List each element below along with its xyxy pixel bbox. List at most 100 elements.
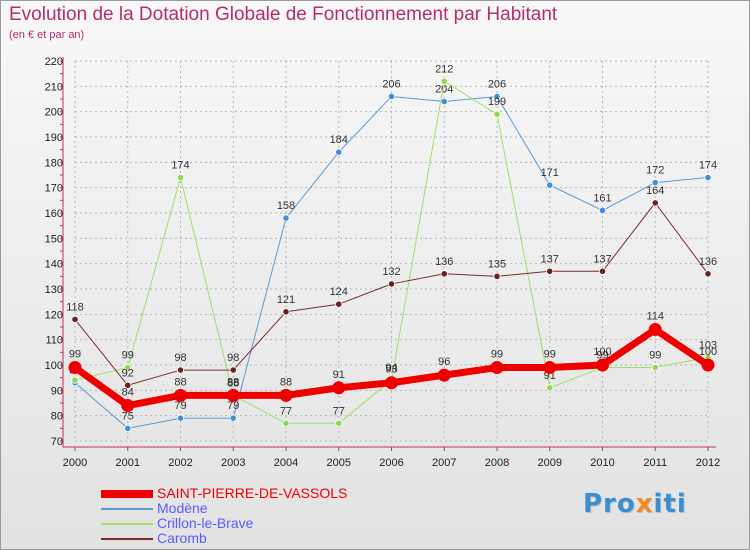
data-label-saint-pierre-de-vassols: 99 (491, 349, 503, 361)
x-tick-label: 2008 (485, 457, 509, 469)
data-label-crillon-le-brave: 77 (280, 405, 292, 417)
data-label-mod-ne: 158 (277, 200, 295, 212)
x-tick-label: 2002 (168, 457, 192, 469)
data-point-mod-ne (598, 206, 607, 215)
data-label-crillon-le-brave: 199 (488, 96, 506, 108)
y-tick-label: 80 (51, 411, 63, 423)
data-point-mod-ne (651, 179, 659, 187)
legend-label: Crillon-le-Brave (157, 515, 254, 531)
data-point-mod-ne (176, 414, 185, 422)
data-label-caromb: 98 (174, 352, 186, 364)
data-point-caromb (493, 272, 501, 280)
chart-title: Evolution de la Dotation Globale de Fonc… (9, 4, 558, 25)
data-point-saint-pierre-de-vassols (543, 361, 557, 375)
data-point-mod-ne (440, 97, 448, 106)
data-point-saint-pierre-de-vassols (121, 399, 135, 413)
y-tick-label: 140 (45, 259, 63, 271)
data-point-caromb (282, 308, 290, 316)
data-label-crillon-le-brave: 103 (699, 339, 717, 351)
data-point-mod-ne (282, 214, 290, 222)
legend-item-mod-ne: Modène (101, 501, 347, 516)
data-point-crillon-le-brave (493, 110, 501, 118)
data-label-caromb: 132 (382, 266, 400, 278)
legend: SAINT-PIERRE-DE-VASSOLS Modène Crillon-le-… (101, 486, 347, 546)
data-label-caromb: 118 (66, 301, 84, 313)
data-label-saint-pierre-de-vassols: 88 (227, 376, 239, 388)
y-tick-label: 120 (45, 309, 63, 321)
data-point-caromb (124, 381, 132, 389)
y-tick-label: 220 (45, 56, 63, 68)
x-tick-label: 2004 (274, 457, 298, 469)
data-point-caromb (335, 300, 343, 308)
x-tick-label: 2009 (538, 457, 562, 469)
y-tick-label: 160 (45, 208, 63, 220)
x-tick-label: 2005 (327, 457, 351, 469)
data-label-caromb: 98 (227, 352, 239, 364)
x-tick-label: 2006 (379, 457, 403, 469)
data-point-saint-pierre-de-vassols (385, 376, 398, 390)
data-point-mod-ne (546, 181, 554, 189)
chart-subtitle: (en € et par an) (9, 29, 85, 41)
x-tick-label: 2001 (116, 457, 140, 469)
data-point-crillon-le-brave (71, 376, 79, 384)
data-label-crillon-le-brave: 88 (227, 377, 239, 389)
data-label-saint-pierre-de-vassols: 99 (544, 349, 556, 361)
data-point-saint-pierre-de-vassols (437, 368, 451, 382)
proxiti-logo: Proxiti (583, 489, 687, 519)
legend-swatch (101, 489, 153, 498)
data-label-saint-pierre-de-vassols: 88 (280, 376, 292, 388)
y-tick-label: 70 (51, 436, 63, 448)
data-label-caromb: 136 (699, 256, 717, 268)
data-label-saint-pierre-de-vassols: 99 (69, 349, 81, 361)
data-label-crillon-le-brave: 174 (171, 160, 189, 172)
x-tick-label: 2012 (696, 457, 720, 469)
data-point-mod-ne (335, 148, 343, 156)
data-label-mod-ne: 161 (593, 192, 611, 204)
legend-label: Caromb (157, 530, 207, 546)
data-label-mod-ne: 184 (330, 134, 348, 146)
data-label-saint-pierre-de-vassols: 91 (333, 369, 345, 381)
data-point-crillon-le-brave (440, 77, 448, 85)
data-label-crillon-le-brave: 99 (596, 350, 608, 362)
y-tick-label: 190 (45, 132, 63, 144)
data-label-caromb: 164 (646, 185, 664, 197)
legend-label: Modène (157, 500, 208, 516)
data-label-mod-ne: 79 (174, 400, 186, 412)
data-point-saint-pierre-de-vassols (332, 381, 346, 395)
data-point-saint-pierre-de-vassols (596, 358, 609, 372)
x-tick-label: 2003 (221, 457, 245, 469)
data-point-saint-pierre-de-vassols (648, 323, 662, 337)
x-tick-label: 2000 (63, 457, 87, 469)
data-label-crillon-le-brave: 99 (122, 350, 134, 362)
data-point-saint-pierre-de-vassols (226, 388, 240, 402)
data-point-crillon-le-brave (124, 363, 132, 372)
data-label-saint-pierre-de-vassols: 100 (699, 346, 717, 358)
legend-item-caromb: Caromb (101, 531, 347, 546)
data-point-caromb (387, 280, 396, 288)
data-point-caromb (229, 366, 237, 374)
data-label-crillon-le-brave: 94 (385, 362, 397, 374)
data-point-mod-ne (124, 424, 132, 432)
data-label-mod-ne: 174 (699, 160, 717, 172)
data-point-saint-pierre-de-vassols (174, 388, 187, 402)
data-point-caromb (546, 267, 554, 275)
y-tick-label: 180 (45, 157, 63, 169)
data-point-caromb (176, 366, 185, 374)
data-label-caromb: 121 (277, 294, 295, 306)
data-label-crillon-le-brave: 212 (435, 63, 453, 75)
x-tick-label: 2007 (432, 457, 456, 469)
data-point-crillon-le-brave (546, 384, 554, 392)
y-tick-label: 150 (45, 233, 63, 245)
legend-swatch (101, 522, 153, 525)
data-label-mod-ne: 204 (435, 84, 453, 96)
data-label-saint-pierre-de-vassols: 114 (646, 311, 664, 323)
data-point-crillon-le-brave (282, 419, 290, 427)
legend-item-saint-pierre-de-vassols: SAINT-PIERRE-DE-VASSOLS (101, 486, 347, 501)
data-label-saint-pierre-de-vassols: 100 (593, 346, 611, 358)
data-label-caromb: 137 (541, 253, 559, 265)
data-point-caromb (71, 315, 79, 323)
data-label-mod-ne: 206 (488, 78, 506, 90)
data-point-caromb (704, 270, 712, 278)
data-label-caromb: 135 (488, 258, 506, 270)
